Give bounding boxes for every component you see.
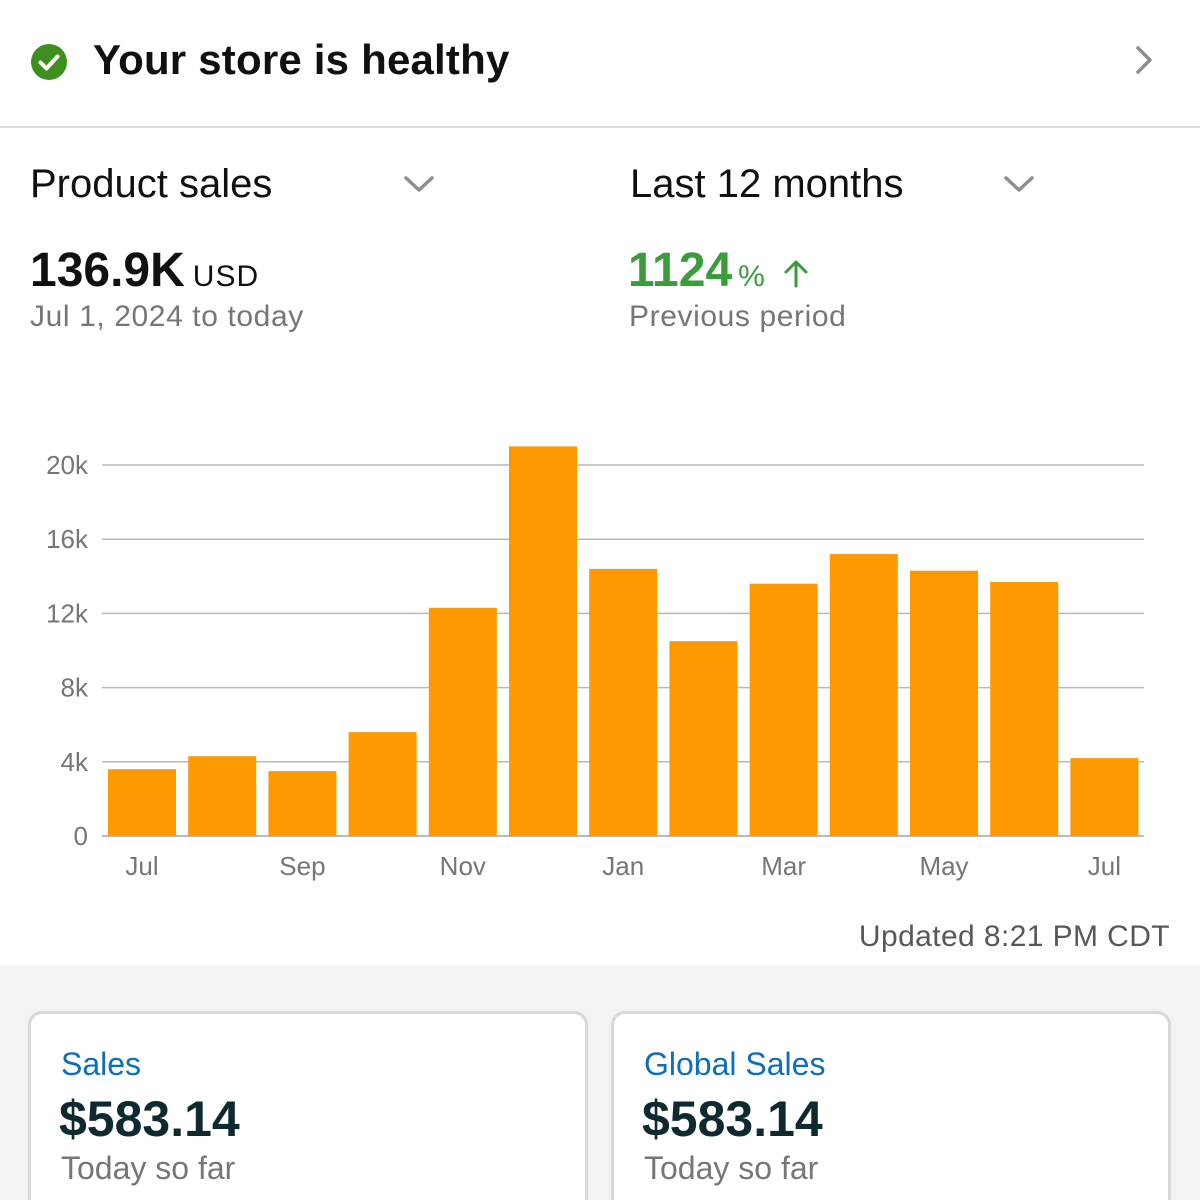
x-tick-label: Jul bbox=[125, 851, 158, 881]
date-range-text: Jul 1, 2024 to today bbox=[30, 300, 304, 333]
y-tick-label: 20k bbox=[46, 450, 89, 480]
sales-card[interactable]: Sales $583.14 Today so far bbox=[28, 1011, 588, 1200]
bar-feb-7[interactable] bbox=[669, 641, 738, 836]
global-sales-card-value: $583.14 bbox=[642, 1091, 823, 1147]
x-tick-label: Jan bbox=[602, 851, 644, 881]
bar-may-10[interactable] bbox=[910, 570, 978, 836]
previous-period-caption: Previous period bbox=[629, 300, 847, 333]
chevron-down-icon bbox=[1004, 176, 1034, 192]
x-tick-label: Nov bbox=[440, 851, 486, 881]
sales-card-value: $583.14 bbox=[59, 1091, 240, 1147]
bar-jun-11[interactable] bbox=[990, 581, 1059, 836]
check-circle-icon bbox=[31, 44, 67, 80]
global-sales-card[interactable]: Global Sales $583.14 Today so far bbox=[611, 1011, 1171, 1200]
metric-dropdown-label: Product sales bbox=[30, 162, 273, 206]
store-health-row[interactable]: Your store is healthy bbox=[0, 0, 1200, 128]
metric-dropdown[interactable]: Product sales bbox=[30, 160, 450, 216]
x-tick-label: May bbox=[919, 851, 968, 881]
chevron-right-icon bbox=[1136, 46, 1152, 74]
arrow-up-icon bbox=[784, 260, 808, 288]
total-sales-value: 136.9K USD bbox=[30, 243, 259, 298]
y-tick-label: 0 bbox=[74, 821, 88, 851]
bar-apr-9[interactable] bbox=[829, 554, 898, 836]
bar-jul-0[interactable] bbox=[108, 769, 176, 836]
y-tick-label: 12k bbox=[46, 598, 89, 628]
period-change-number: 1124 bbox=[628, 244, 733, 297]
sales-card-title[interactable]: Sales bbox=[61, 1046, 142, 1082]
bar-oct-3[interactable] bbox=[348, 732, 417, 836]
bar-jan-6[interactable] bbox=[589, 568, 658, 836]
total-sales-unit: USD bbox=[192, 260, 260, 293]
total-sales-amount: 136.9K bbox=[30, 244, 185, 297]
bar-jul-12[interactable] bbox=[1070, 758, 1139, 836]
store-health-title: Your store is healthy bbox=[93, 36, 510, 83]
period-dropdown[interactable]: Last 12 months bbox=[630, 160, 1050, 216]
bar-dec-5[interactable] bbox=[509, 446, 577, 836]
bar-mar-8[interactable] bbox=[749, 583, 818, 836]
chevron-down-icon bbox=[404, 176, 434, 192]
bar-sep-2[interactable] bbox=[268, 771, 337, 836]
period-change-value: 1124% bbox=[628, 243, 810, 298]
sales-card-caption: Today so far bbox=[61, 1150, 236, 1186]
global-sales-card-caption: Today so far bbox=[644, 1150, 819, 1186]
bar-aug-1[interactable] bbox=[188, 756, 257, 836]
x-tick-label: Sep bbox=[279, 851, 325, 881]
y-tick-label: 4k bbox=[61, 747, 89, 777]
y-tick-label: 8k bbox=[61, 673, 89, 703]
x-tick-label: Jul bbox=[1088, 851, 1121, 881]
period-dropdown-label: Last 12 months bbox=[630, 162, 904, 206]
period-change-unit: % bbox=[738, 260, 765, 293]
updated-timestamp: Updated 8:21 PM CDT bbox=[858, 920, 1170, 953]
y-tick-label: 16k bbox=[46, 524, 89, 554]
sales-bar-chart: 0 4k 8k 12k 16k 20k Jul Sep Nov Jan Mar May Jul bbox=[46, 446, 1144, 881]
global-sales-card-title[interactable]: Global Sales bbox=[644, 1046, 826, 1082]
x-tick-label: Mar bbox=[761, 851, 806, 881]
bar-nov-4[interactable] bbox=[428, 607, 497, 836]
